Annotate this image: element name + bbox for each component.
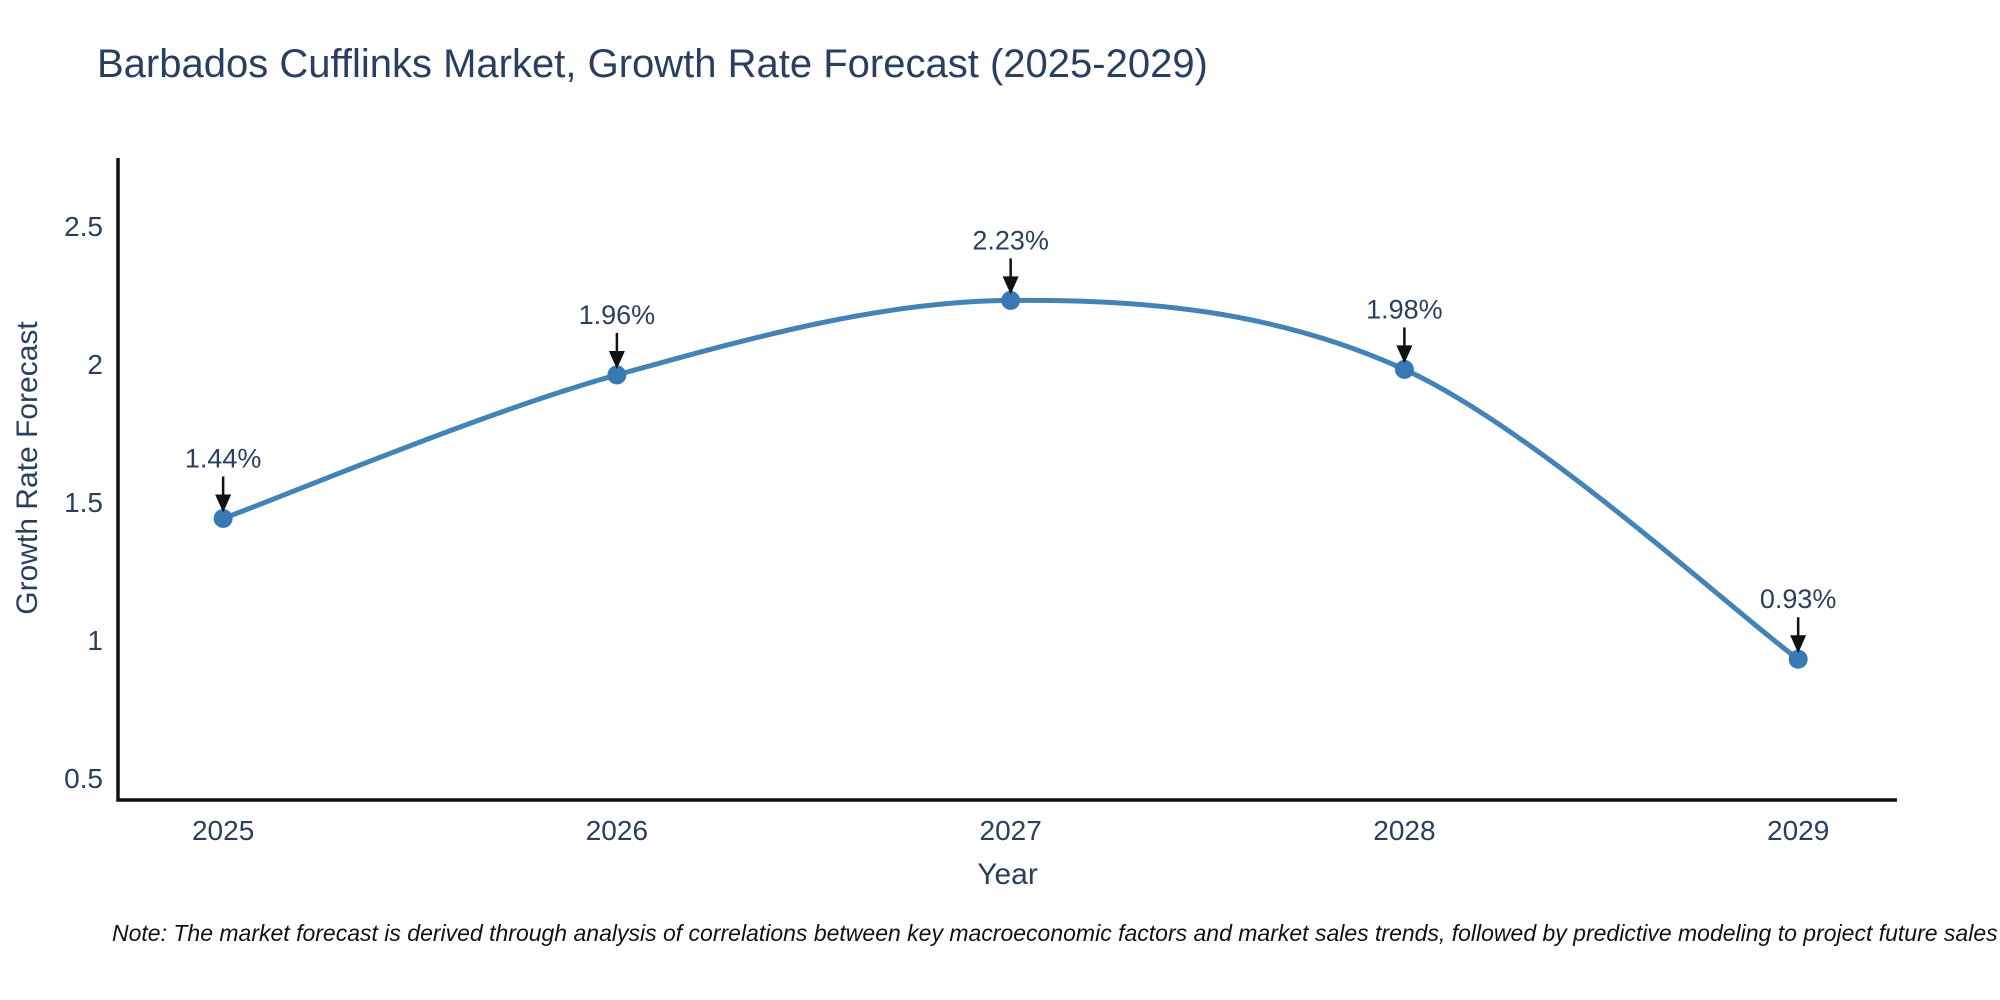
data-point-marker [1394,359,1414,379]
x-tick-label: 2028 [1373,815,1435,846]
x-tick-label: 2026 [586,815,648,846]
axis-line [116,158,1897,802]
annotation-arrowhead [1790,635,1807,654]
y-tick-label: 1 [87,625,103,656]
x-tick-label: 2027 [980,815,1042,846]
chart-note: Note: The market forecast is derived thr… [112,920,1998,946]
point-annotation: 2.23% [972,225,1049,255]
line-series [222,297,1800,662]
data-point-marker [1788,649,1808,669]
point-annotation: 1.44% [185,443,262,473]
point-annotation: 0.93% [1760,584,1837,614]
annotation-arrowhead [608,350,625,369]
x-tick-label: 2025 [192,815,254,846]
data-point-marker [213,508,233,528]
chart-title: Barbados Cufflinks Market, Growth Rate F… [97,42,1208,86]
y-tick-label: 2 [87,349,103,380]
point-annotation: 1.98% [1366,294,1443,324]
data-point-marker [1001,290,1021,310]
data-point-marker [607,365,627,385]
y-tick-label: 1.5 [64,487,103,518]
y-tick-label: 0.5 [64,763,103,794]
annotation-arrowhead [1396,345,1413,364]
x-tick-label: 2029 [1767,815,1829,846]
annotation-arrowhead [1002,276,1019,295]
y-axis-title: Growth Rate Forecast [11,321,44,615]
y-tick-label: 2.5 [64,211,103,242]
annotation-arrowhead [215,494,232,513]
x-axis-title: Year [977,858,1038,891]
point-annotation: 1.96% [579,300,656,330]
